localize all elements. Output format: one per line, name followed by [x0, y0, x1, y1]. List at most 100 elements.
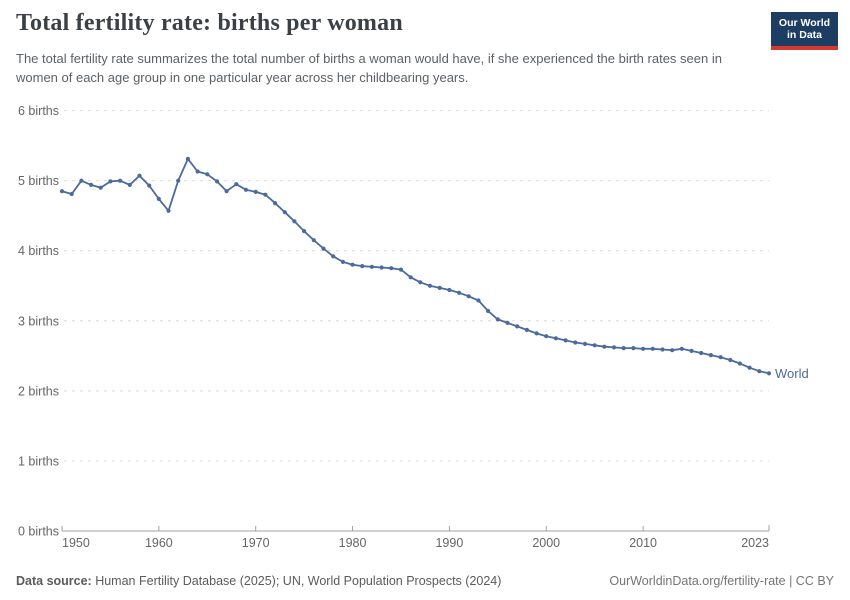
data-point[interactable] — [650, 346, 655, 351]
attribution-link[interactable]: OurWorldinData.org/fertility-rate | CC B… — [609, 574, 834, 588]
owid-logo-line2: in Data — [786, 29, 822, 41]
data-point[interactable] — [273, 201, 278, 206]
data-point[interactable] — [505, 320, 510, 325]
data-point[interactable] — [670, 348, 675, 353]
y-tick-label: 6 births — [18, 104, 59, 118]
data-point[interactable] — [418, 280, 423, 285]
data-point[interactable] — [214, 179, 220, 184]
data-point[interactable] — [582, 341, 588, 346]
data-point[interactable] — [679, 346, 684, 351]
data-point[interactable] — [292, 219, 297, 224]
x-tick-label: 1960 — [145, 536, 173, 550]
x-tick-label: 1970 — [242, 536, 270, 550]
data-point[interactable] — [718, 355, 723, 360]
data-point[interactable] — [621, 346, 626, 351]
x-tick-label: 2000 — [532, 536, 560, 550]
data-source-text: Human Fertility Database (2025); UN, Wor… — [91, 574, 502, 588]
data-point[interactable] — [534, 331, 539, 336]
data-point[interactable] — [369, 264, 374, 269]
data-point[interactable] — [563, 338, 568, 343]
data-point[interactable] — [486, 308, 491, 314]
y-tick-label: 2 births — [18, 384, 59, 398]
data-point[interactable] — [379, 265, 384, 270]
data-point[interactable] — [156, 196, 161, 201]
data-point[interactable] — [689, 348, 694, 353]
data-point[interactable] — [89, 182, 94, 187]
world-series-line — [61, 157, 770, 375]
data-point[interactable] — [631, 346, 636, 351]
data-point[interactable] — [69, 191, 74, 197]
data-point[interactable] — [331, 254, 336, 259]
data-point[interactable] — [59, 189, 65, 194]
data-point[interactable] — [757, 369, 762, 374]
data-point[interactable] — [466, 294, 471, 299]
data-point[interactable] — [282, 210, 287, 215]
x-tick-label: 1980 — [339, 536, 367, 550]
x-tick-label: 2010 — [629, 536, 657, 550]
data-point[interactable] — [108, 179, 113, 184]
data-point[interactable] — [708, 353, 714, 358]
data-point[interactable] — [127, 182, 132, 187]
data-point[interactable] — [592, 343, 597, 348]
data-point[interactable] — [437, 285, 442, 290]
data-point[interactable] — [611, 345, 617, 350]
data-point[interactable] — [176, 178, 181, 183]
data-point[interactable] — [253, 189, 258, 194]
data-point[interactable] — [699, 350, 704, 356]
data-point[interactable] — [234, 182, 239, 187]
data-point[interactable] — [737, 361, 743, 366]
data-point[interactable] — [79, 178, 84, 183]
data-point[interactable] — [660, 347, 665, 352]
data-point[interactable] — [602, 344, 607, 349]
fertility-line-chart[interactable]: 0 births 1 births 2 births 3 births 4 births… — [0, 0, 850, 560]
data-point[interactable] — [185, 156, 190, 161]
data-point[interactable] — [137, 173, 142, 178]
data-point[interactable] — [427, 283, 433, 288]
data-point[interactable] — [398, 267, 404, 272]
data-point[interactable] — [302, 229, 307, 234]
data-point[interactable] — [544, 334, 549, 339]
data-point[interactable] — [495, 317, 500, 322]
data-point[interactable] — [553, 336, 559, 341]
data-point[interactable] — [476, 298, 481, 303]
x-tick-label: 1950 — [62, 536, 90, 550]
data-point[interactable] — [747, 365, 752, 370]
data-point[interactable] — [205, 172, 210, 177]
data-point[interactable] — [515, 324, 520, 329]
series-end-label[interactable]: World — [775, 366, 809, 381]
data-point[interactable] — [243, 187, 249, 192]
data-point[interactable] — [408, 275, 413, 280]
chart-footer: Data source: Human Fertility Database (2… — [16, 574, 834, 588]
data-point[interactable] — [98, 185, 103, 190]
data-point[interactable] — [641, 346, 646, 351]
data-point[interactable] — [340, 259, 345, 264]
data-point[interactable] — [321, 246, 326, 251]
data-point[interactable] — [195, 169, 200, 174]
data-point[interactable] — [573, 340, 578, 345]
data-point[interactable] — [350, 262, 355, 267]
data-point[interactable] — [118, 178, 123, 183]
data-point[interactable] — [389, 266, 394, 271]
data-point[interactable] — [766, 371, 772, 376]
owid-logo[interactable]: Our World in Data — [771, 12, 838, 50]
data-point[interactable] — [224, 189, 229, 194]
data-point[interactable] — [166, 208, 171, 213]
data-point[interactable] — [311, 238, 316, 243]
chart-subtitle: The total fertility rate summarizes the … — [16, 51, 722, 85]
data-point[interactable] — [457, 290, 462, 295]
page-title: Total fertility rate: births per woman — [16, 10, 403, 36]
data-point[interactable] — [728, 357, 733, 363]
y-tick-label: 5 births — [18, 174, 59, 188]
y-tick-label: 3 births — [18, 314, 59, 328]
data-source-label: Data source: — [16, 574, 92, 588]
y-tick-label: 1 births — [18, 454, 59, 468]
y-tick-label: 4 births — [18, 244, 59, 258]
data-point[interactable] — [447, 287, 452, 293]
data-source: Data source: Human Fertility Database (2… — [16, 574, 501, 588]
data-point[interactable] — [360, 264, 365, 269]
data-point[interactable] — [147, 183, 152, 188]
data-point[interactable] — [263, 192, 268, 197]
data-point[interactable] — [524, 327, 530, 332]
y-tick-label: 0 births — [18, 525, 59, 539]
